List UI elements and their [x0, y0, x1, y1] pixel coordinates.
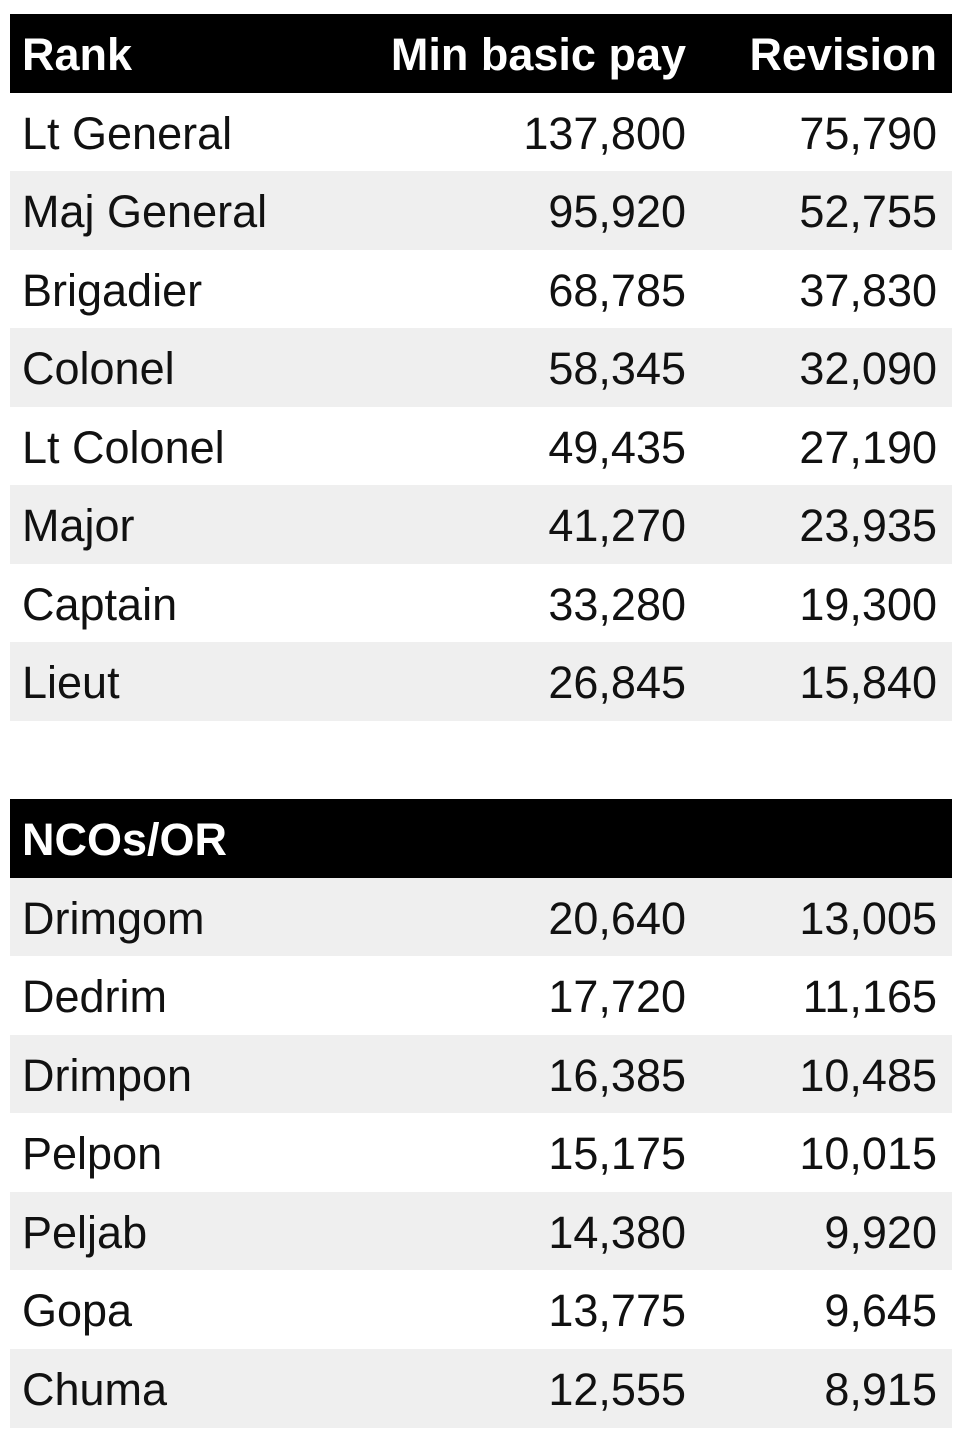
table-cell: NCOs/OR [22, 814, 228, 865]
table-row: Gopa 13,775 9,645 [10, 1270, 952, 1349]
table-cell: 20,640 [548, 892, 686, 944]
table-cell: Brigadier [22, 264, 203, 316]
table-cell: Captain [22, 578, 178, 630]
table-cell: Lt Colonel [22, 421, 225, 473]
table-row: Maj General 95,920 52,755 [10, 171, 952, 250]
table-row: NCOs/OR [10, 799, 952, 878]
table-row: Major 41,270 23,935 [10, 485, 952, 564]
table-cell: Chuma [22, 1363, 168, 1415]
table-cell: Drimpon [22, 1049, 193, 1101]
table-cell: 11,165 [802, 971, 937, 1022]
table-cell: 41,270 [548, 500, 686, 551]
table-cell: 37,830 [799, 264, 937, 316]
table-cell: Drimgom [22, 892, 205, 944]
table-cell: 27,190 [799, 421, 937, 473]
table-cell: 75,790 [799, 107, 937, 159]
table-cell: 16,385 [548, 1049, 686, 1101]
table-row: Lt General 137,800 75,790 [10, 92, 952, 172]
table-row: Chuma 12,555 8,915 [10, 1348, 952, 1428]
table-cell: 49,435 [548, 421, 686, 473]
table-cell: 95,920 [548, 186, 686, 237]
table-row: Peljab 14,380 9,920 [10, 1191, 952, 1271]
table-cell: 68,785 [548, 264, 686, 316]
table-cell: Major [22, 500, 135, 551]
table-row: Lieut 26,845 15,840 [10, 642, 952, 721]
table-cell: 33,280 [548, 578, 686, 630]
table-cell: Gopa [22, 1285, 133, 1336]
table-cell: Min basic pay [390, 29, 686, 80]
table-cell: Dedrim [22, 971, 168, 1022]
table-cell: 13,005 [799, 892, 937, 944]
table-cell: 15,840 [799, 657, 937, 708]
table-cell: 23,935 [799, 500, 937, 551]
table-cell: 58,345 [548, 343, 686, 394]
table-cell: 32,090 [799, 343, 937, 394]
table-row: Drimpon 16,385 10,485 [10, 1034, 952, 1114]
table-cell: Lt General [22, 107, 233, 159]
table-cell: Peljab [22, 1206, 148, 1258]
table-cell: 19,300 [799, 578, 937, 630]
table-cell: 137,800 [523, 107, 686, 159]
table-cell: 14,380 [548, 1206, 686, 1258]
table-cell: Colonel [22, 343, 175, 394]
table-row: Captain 33,280 19,300 [10, 563, 952, 643]
table-cell: 9,920 [824, 1206, 937, 1258]
table-cell: Pelpon [22, 1128, 163, 1179]
table-cell: 52,755 [799, 186, 937, 237]
table-cell: Maj General [22, 186, 268, 237]
table-cell: Lieut [22, 657, 120, 708]
table-row: Colonel 58,345 32,090 [10, 328, 952, 407]
table-cell: 10,485 [799, 1049, 937, 1101]
table-row: Rank Min basic pay Revision [10, 14, 952, 93]
table-cell: 12,555 [548, 1363, 686, 1415]
table-cell: Revision [749, 29, 937, 80]
table-row: Lt Colonel 49,435 27,190 [10, 406, 952, 486]
table-cell: 8,915 [824, 1363, 937, 1415]
table-cell: 13,775 [548, 1285, 686, 1336]
table-cell: 17,720 [548, 971, 686, 1022]
table-row: Dedrim 17,720 11,165 [10, 956, 952, 1035]
table-cell: Rank [22, 29, 133, 80]
table-row: Brigadier 68,785 37,830 [10, 249, 952, 329]
table-row: Drimgom 20,640 13,005 [10, 877, 952, 957]
table-row: Pelpon 15,175 10,015 [10, 1113, 952, 1192]
table-cell: 10,015 [799, 1128, 937, 1179]
table-cell: 15,175 [548, 1128, 686, 1179]
table-cell: 26,845 [548, 657, 686, 708]
table-cell: 9,645 [824, 1285, 937, 1336]
